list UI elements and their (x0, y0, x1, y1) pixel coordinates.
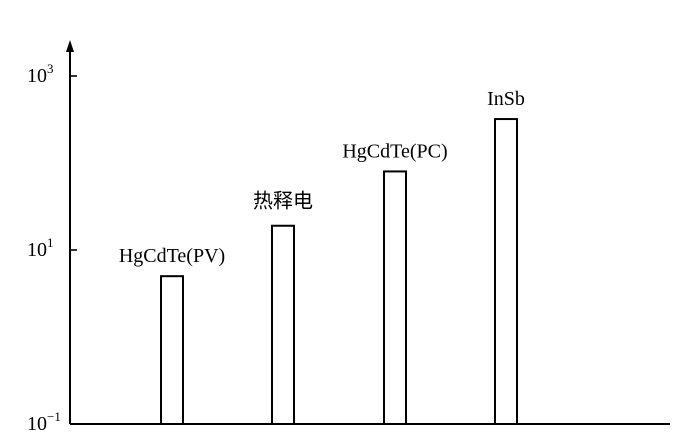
y-ticks: 10−1 101 103 (27, 61, 77, 435)
bar-data-label: InSb (487, 88, 525, 110)
bar (160, 275, 184, 425)
bar-labels: HgCdTe(PV) 热释电 HgCdTe(PC) InSb (119, 88, 525, 267)
bar-data-label: HgCdTe(PV) (119, 245, 225, 267)
chart-axes (66, 40, 670, 425)
bar (383, 170, 407, 425)
bar-data-label: HgCdTe(PC) (342, 140, 447, 162)
y-tick-label: 101 (27, 235, 54, 261)
y-tick-label: 10−1 (27, 409, 61, 435)
bar (271, 224, 295, 425)
bar (494, 118, 518, 426)
y-axis-arrow (66, 40, 74, 52)
bar-data-label: 热释电 (253, 190, 313, 213)
bars (160, 118, 518, 426)
y-tick-label: 103 (27, 61, 54, 87)
